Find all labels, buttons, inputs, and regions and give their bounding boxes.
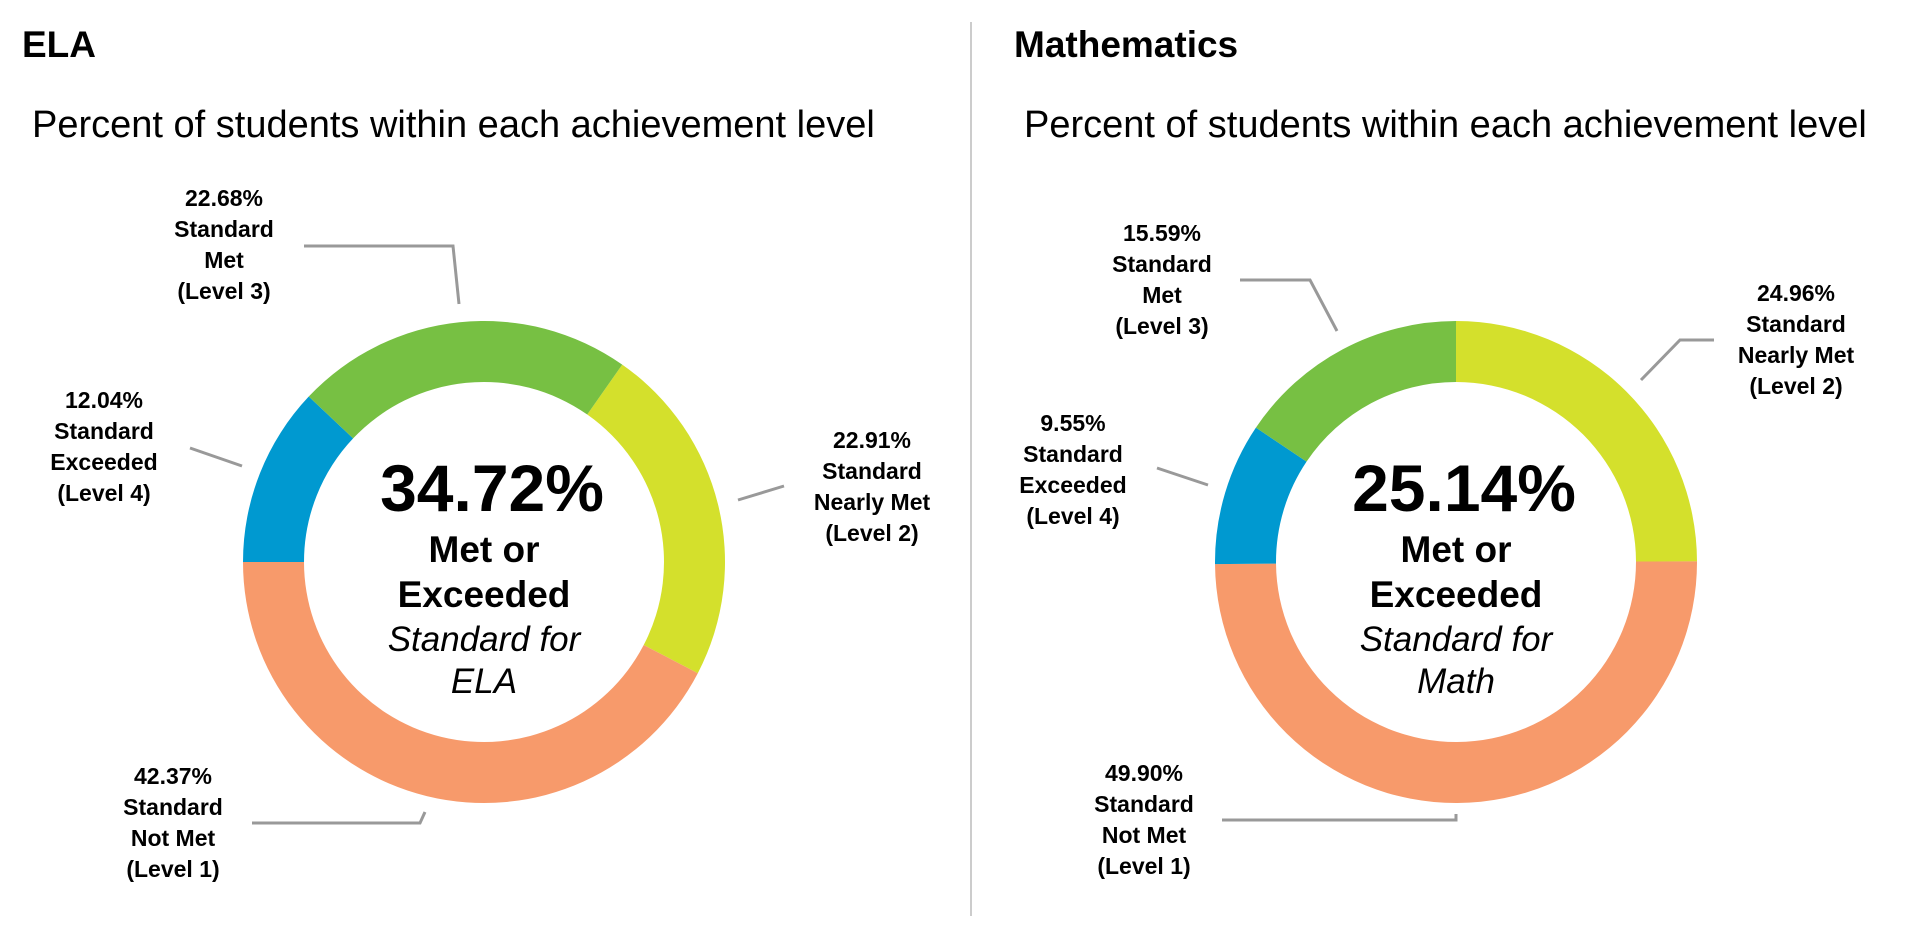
- segment-category-label: Standard Met (Level 3): [174, 216, 274, 304]
- segment-value-label: 42.37%: [133, 763, 212, 789]
- segment-label: 22.91% Standard Nearly Met (Level 2): [814, 425, 930, 549]
- segment-label: 49.90% Standard Not Met (Level 1): [1094, 758, 1194, 882]
- center-subtitle: Met or Exceeded: [1369, 529, 1543, 615]
- chart-title: Percent of students within each achievem…: [32, 104, 875, 146]
- leader-line: [1639, 338, 1714, 382]
- section-heading: ELA: [22, 24, 96, 65]
- segment-category-label: Standard Not Met (Level 1): [1094, 791, 1194, 879]
- segment-value-label: 22.91%: [832, 427, 912, 453]
- segment-value-label: 15.59%: [1122, 220, 1201, 246]
- center-subtitle: Met or Exceeded: [397, 529, 571, 615]
- center-value: 34.72%: [380, 451, 604, 525]
- donut-segment: [1214, 427, 1307, 565]
- leader-line: [189, 446, 243, 468]
- leader-line: [1156, 466, 1209, 487]
- segment-label: 22.68% Standard Met (Level 3): [174, 183, 274, 307]
- donut-segment: [1456, 321, 1697, 562]
- leader-line: [737, 484, 785, 502]
- leader-line: [304, 244, 461, 305]
- segment-category-label: Standard Met (Level 3): [1112, 251, 1212, 339]
- donut-segment: [243, 561, 698, 804]
- donut-segment: [243, 396, 354, 562]
- donut-segment: [1215, 561, 1698, 804]
- segment-value-label: 49.90%: [1104, 760, 1183, 786]
- donut-segment: [587, 364, 725, 674]
- segment-value-label: 24.96%: [1756, 280, 1836, 306]
- segment-category-label: Standard Nearly Met (Level 2): [813, 458, 931, 546]
- segment-category-label: Standard Not Met (Level 1): [123, 794, 223, 882]
- leader-line: [252, 811, 427, 825]
- segment-label: 24.96% Standard Nearly Met (Level 2): [1738, 278, 1854, 402]
- segment-label: 9.55% Standard Exceeded (Level 4): [1019, 408, 1126, 532]
- segment-category-label: Standard Exceeded (Level 4): [1019, 441, 1127, 529]
- leader-line: [1222, 814, 1458, 822]
- donut-segment: [1255, 321, 1456, 462]
- center-value: 25.14%: [1352, 451, 1576, 525]
- segment-value-label: 9.55%: [1040, 410, 1106, 436]
- segment-value-label: 12.04%: [64, 387, 143, 413]
- section-heading: Mathematics: [1014, 24, 1239, 65]
- segment-category-label: Standard Nearly Met (Level 2): [1737, 311, 1855, 399]
- center-note: Standard for Math: [1359, 620, 1553, 701]
- segment-label: 15.59% Standard Met (Level 3): [1112, 218, 1212, 342]
- segment-value-label: 22.68%: [184, 185, 263, 211]
- segment-label: 12.04% Standard Exceeded (Level 4): [50, 385, 157, 509]
- center-note: Standard for ELA: [387, 620, 581, 701]
- segment-label: 42.37% Standard Not Met (Level 1): [123, 761, 223, 885]
- donut-segment: [308, 320, 623, 439]
- leader-line: [1240, 278, 1339, 332]
- chart-title: Percent of students within each achievem…: [1024, 104, 1867, 146]
- segment-category-label: Standard Exceeded (Level 4): [50, 418, 158, 506]
